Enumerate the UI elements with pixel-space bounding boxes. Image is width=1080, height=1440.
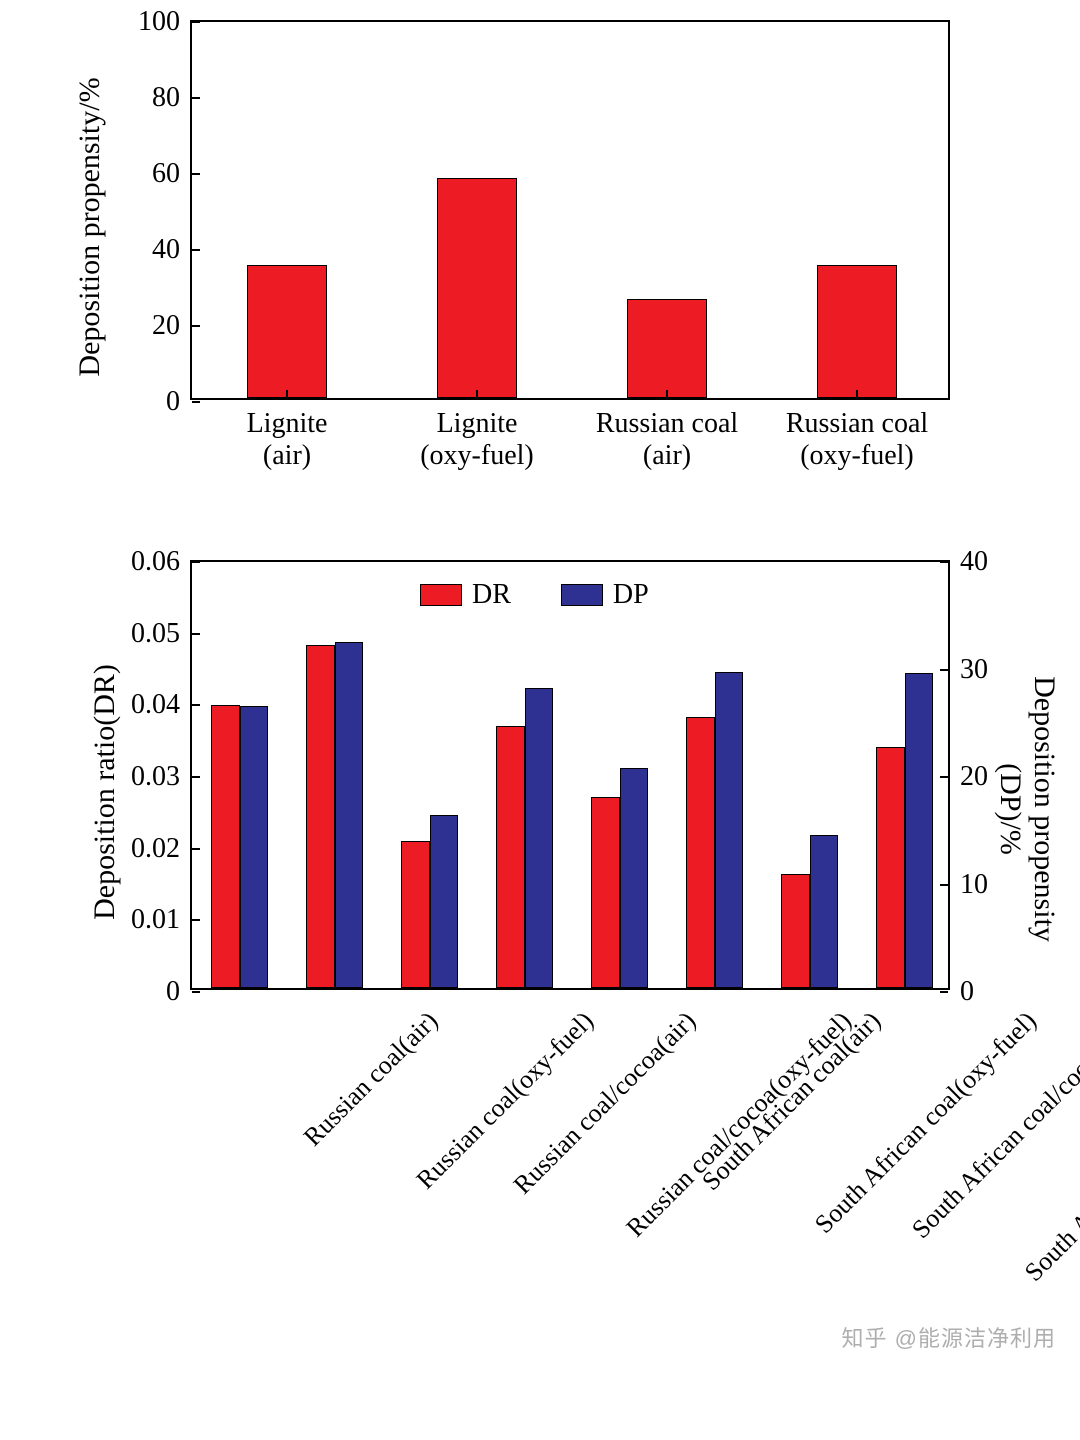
legend-item-dp: DP	[561, 579, 649, 611]
chart1-x-label: Lignite(oxy-fuel)	[382, 408, 572, 472]
chart2-bar-dp	[240, 706, 269, 988]
chart-deposition-ratio-dp: Deposition ratio(DR) Deposition propensi…	[20, 560, 1060, 1380]
chart2-yright-tick-label: 20	[960, 761, 988, 793]
chart2-x-label: Russian coal(oxy-fuel)	[410, 1006, 599, 1195]
chart1-ytick-label: 100	[138, 6, 180, 38]
chart1-bar	[247, 265, 327, 398]
chart2-yright-tick-label: 30	[960, 654, 988, 686]
chart-deposition-propensity: Deposition propensity/% 020406080100Lign…	[20, 20, 1060, 520]
chart1-bar	[627, 299, 707, 398]
chart2-x-label: Russian coal(air)	[297, 1006, 443, 1152]
chart2-y-right-label: Deposition propensity (DP)/%	[993, 594, 1061, 1024]
chart2-legend: DR DP	[420, 579, 649, 611]
chart1-bar	[817, 265, 897, 398]
chart2-x-label: South African coal/cocoa(oxy-fuel)	[1018, 1006, 1080, 1288]
chart1-x-label: Lignite(air)	[192, 408, 382, 472]
chart2-yleft-tick-label: 0.03	[131, 761, 180, 793]
watermark-text: 知乎 @能源洁净利用	[842, 1321, 1056, 1353]
chart2-yleft-tick-label: 0.04	[131, 689, 180, 721]
chart2-plot-area: 00.010.020.030.040.050.06010203040DRDPRu…	[190, 560, 950, 990]
chart2-yleft-tick-label: 0.01	[131, 904, 180, 936]
chart2-bar-dp	[430, 815, 459, 988]
chart2-bar-dr	[496, 726, 525, 988]
legend-label: DP	[613, 579, 649, 611]
chart2-bar-dr	[591, 797, 620, 988]
chart2-yleft-tick-label: 0.05	[131, 618, 180, 650]
chart2-y-right-label-l2: (DP)/%	[994, 763, 1027, 855]
legend-label: DR	[472, 579, 511, 611]
chart1-ytick-label: 20	[152, 310, 180, 342]
chart2-bar-dp	[905, 673, 934, 988]
legend-swatch	[561, 584, 603, 606]
chart2-yleft-tick-label: 0.06	[131, 546, 180, 578]
chart1-x-label: Russian coal(oxy-fuel)	[762, 408, 952, 472]
chart1-plot-area: 020406080100Lignite(air)Lignite(oxy-fuel…	[190, 20, 950, 400]
chart1-x-label: Russian coal(air)	[572, 408, 762, 472]
chart2-yright-tick-label: 0	[960, 976, 974, 1008]
chart2-bar-dp	[525, 688, 554, 988]
chart2-yleft-tick-label: 0	[166, 976, 180, 1008]
chart2-yleft-tick-label: 0.02	[131, 833, 180, 865]
legend-item-dr: DR	[420, 579, 511, 611]
chart2-bar-dr	[401, 841, 430, 988]
chart1-y-axis-label: Deposition propensity/%	[73, 37, 107, 417]
chart2-bar-dp	[620, 768, 649, 988]
chart2-bar-dp	[335, 642, 364, 988]
chart1-bar	[437, 178, 517, 398]
chart2-bar-dp	[810, 835, 839, 988]
legend-swatch	[420, 584, 462, 606]
chart2-bar-dr	[781, 874, 810, 988]
chart2-bar-dp	[715, 672, 744, 988]
chart1-ytick-label: 0	[166, 386, 180, 418]
chart2-yright-tick-label: 10	[960, 869, 988, 901]
chart2-y-right-label-l1: Deposition propensity	[1028, 676, 1061, 942]
chart1-ytick-label: 80	[152, 82, 180, 114]
chart1-ytick-label: 60	[152, 158, 180, 190]
chart2-bar-dr	[211, 705, 240, 988]
chart2-bar-dr	[306, 645, 335, 988]
chart2-yright-tick-label: 40	[960, 546, 988, 578]
chart2-y-left-label: Deposition ratio(DR)	[88, 577, 122, 1007]
chart2-bar-dr	[686, 717, 715, 988]
chart1-ytick-label: 40	[152, 234, 180, 266]
chart2-bar-dr	[876, 747, 905, 988]
